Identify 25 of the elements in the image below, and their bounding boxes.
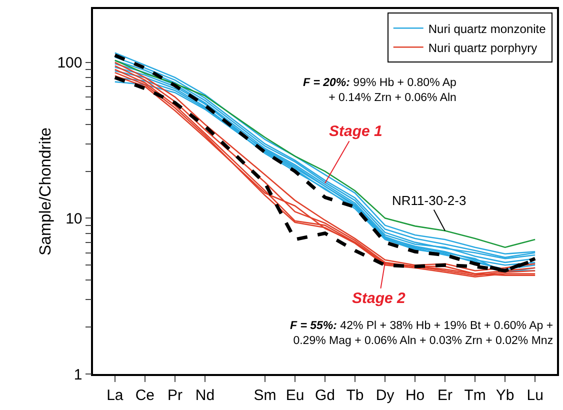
legend-label: Nuri quartz porphyry — [428, 40, 538, 55]
y-tick-label: 10 — [66, 210, 82, 228]
annotation: F = 20%: 99% Hb + 0.80% Ap + 0.14% Zrn + 0.06% Aln — [303, 77, 456, 104]
x-tick-label: Dy — [376, 386, 395, 404]
annotation: F = 55%: 42% Pl + 38% Hb + 19% Bt + 0.60% Ap + 0.29% Mag + 0.06% Aln + 0.03% Zrn + 0.02% Mnz — [290, 320, 554, 347]
y-axis-title: Sample/Chondrite — [38, 127, 54, 256]
legend-label: Nuri quartz monzonite — [428, 22, 546, 36]
x-tick-label: Nd — [195, 386, 215, 404]
y-tick-label: 1 — [74, 366, 82, 384]
x-tick-label: Tm — [464, 386, 486, 404]
x-tick-label: Pr — [167, 386, 182, 404]
x-tick-label: La — [106, 386, 124, 404]
x-tick-label: Eu — [286, 386, 304, 404]
x-tick-label: Lu — [526, 386, 544, 404]
x-tick-label: Sm — [254, 386, 276, 404]
annotation: Stage 1 — [329, 123, 382, 140]
x-tick-label: Yb — [496, 386, 514, 404]
x-tick-label: Tb — [346, 386, 364, 404]
x-tick-label: Er — [438, 386, 453, 404]
x-tick-label: Ho — [405, 386, 425, 404]
x-tick-label: Gd — [314, 386, 336, 404]
y-tick-label: 100 — [57, 54, 82, 72]
x-tick-label: Ce — [135, 386, 155, 404]
annotation: Stage 2 — [352, 290, 406, 307]
annotation: NR11-30-2-3 — [392, 193, 466, 208]
